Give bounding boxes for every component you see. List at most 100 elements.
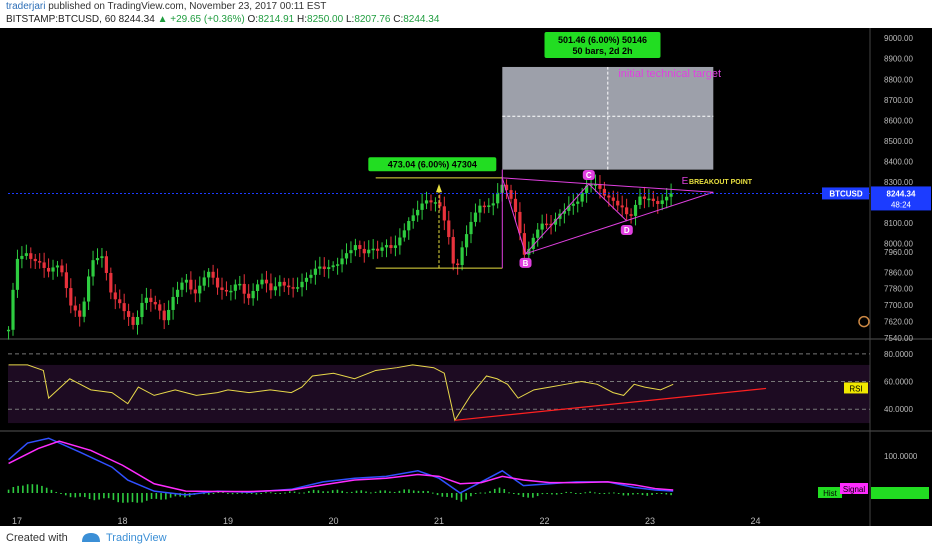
candle-body — [504, 184, 509, 191]
macd-histogram-bar — [79, 493, 81, 497]
symbol-name: BITSTAMP:BTCUSD, 60 — [6, 14, 116, 25]
macd-histogram-bar — [622, 493, 625, 496]
macd-histogram-bar — [493, 488, 496, 493]
candle-body — [433, 202, 438, 204]
candle-body — [198, 285, 202, 294]
macd-histogram-bar — [212, 493, 215, 494]
close-value: 8244.34 — [403, 14, 440, 25]
candle-body — [371, 248, 375, 251]
macd-histogram-bar — [651, 493, 653, 495]
candle-body — [278, 281, 282, 287]
macd-histogram-bar — [165, 493, 167, 500]
macd-histogram-bar — [55, 491, 58, 493]
tradingview-brand[interactable]: TradingView — [106, 532, 167, 544]
macd-histogram-bar — [670, 493, 672, 496]
rsi-badge-bg — [844, 382, 868, 394]
candle-body — [549, 223, 553, 226]
candle-body — [33, 258, 37, 262]
macd-histogram-bar — [579, 493, 582, 494]
macd-histogram-bar — [451, 493, 453, 498]
published-text: published on TradingView.com, November 2… — [48, 1, 327, 12]
macd-histogram-bar — [17, 485, 19, 493]
candle-body — [496, 192, 500, 204]
price-tick-label: 8600.00 — [884, 116, 913, 125]
candle-body — [282, 281, 286, 286]
macd-histogram-bar — [656, 493, 658, 494]
x-tick-label: 19 — [223, 516, 233, 526]
candle-body — [642, 196, 647, 199]
candle-body — [598, 184, 602, 189]
price-badge-bg — [871, 186, 931, 211]
candle-body — [242, 283, 246, 294]
rsi-tick-label: 60.0000 — [884, 378, 913, 387]
candle-body — [527, 248, 531, 255]
publish-line: traderjari published on TradingView.com,… — [6, 1, 326, 12]
macd-histogram-bar — [627, 493, 630, 496]
measure-arrowhead — [436, 184, 442, 193]
macd-histogram-bar — [22, 485, 24, 493]
macd-histogram-bar — [560, 493, 563, 494]
macd-histogram-bar — [508, 492, 510, 494]
candle-body — [638, 196, 642, 205]
macd-histogram-bar — [513, 493, 515, 494]
open-value: 8214.91 — [258, 14, 295, 25]
macd-histogram-bar — [460, 493, 463, 502]
candle-body — [447, 220, 451, 238]
macd-histogram-bar — [160, 493, 162, 500]
candle-body — [309, 274, 313, 278]
candle-body — [669, 193, 673, 197]
macd-histogram-bar — [441, 493, 444, 497]
point-b-label-bg — [519, 257, 532, 268]
candle-body — [633, 204, 638, 216]
macd-histogram-bar — [241, 492, 243, 494]
macd-histogram-bar — [665, 493, 668, 495]
settings-icon — [858, 315, 870, 328]
macd-histogram-bar — [408, 489, 410, 493]
chart-svg[interactable]: 9000.00 8900.00 8800.00 8700.00 8600.00 8500.… — [0, 28, 932, 526]
macd-histogram-bar — [293, 491, 296, 493]
candle-body — [491, 203, 495, 206]
macd-histogram-bar — [284, 492, 286, 494]
point-c-label-bg — [582, 170, 595, 180]
price-change: +29.65 (+0.36%) — [170, 14, 245, 25]
candle-body — [95, 258, 100, 261]
candle-body — [224, 289, 229, 292]
macd-histogram-bar — [169, 493, 172, 498]
candle-body — [11, 289, 15, 330]
candle-body — [189, 279, 193, 290]
candle-body — [336, 264, 340, 266]
macd-histogram-bar — [250, 493, 253, 494]
macd-histogram-bar — [403, 489, 405, 493]
macd-histogram-bar — [279, 493, 282, 494]
macd-histogram-bar — [98, 493, 100, 500]
candle-body — [451, 237, 455, 264]
chart-area[interactable]: 9000.00 8900.00 8800.00 8700.00 8600.00 8500.… — [0, 28, 932, 526]
macd-histogram-bar — [484, 492, 487, 494]
macd-histogram-bar — [422, 490, 425, 493]
low-label: L: — [345, 14, 355, 25]
macd-histogram-bar — [374, 491, 377, 493]
candle-body — [398, 237, 402, 246]
macd-histogram-bar — [112, 493, 115, 500]
author-link[interactable]: traderjari — [6, 1, 46, 12]
candle-body — [6, 329, 11, 332]
signal-badge-bg — [840, 483, 868, 494]
candle-body — [327, 267, 331, 270]
x-tick-label: 23 — [645, 516, 655, 526]
target-label-bg — [544, 32, 661, 58]
macd-histogram-bar — [69, 493, 72, 498]
candle-body — [202, 277, 206, 286]
macd-histogram-bar — [126, 493, 129, 503]
macd-histogram-bar — [222, 491, 224, 493]
candle-body — [82, 301, 86, 317]
candle-body — [180, 282, 184, 290]
candle-body — [255, 284, 260, 291]
candle-body — [91, 260, 95, 277]
candle-body — [273, 286, 277, 291]
candle-body — [51, 267, 55, 272]
price-tick-label: 9000.00 — [884, 34, 913, 43]
candle-body — [625, 207, 629, 215]
macd-histogram-bar — [503, 489, 506, 493]
candle-body — [411, 215, 415, 221]
macd-histogram-bar — [598, 493, 601, 494]
